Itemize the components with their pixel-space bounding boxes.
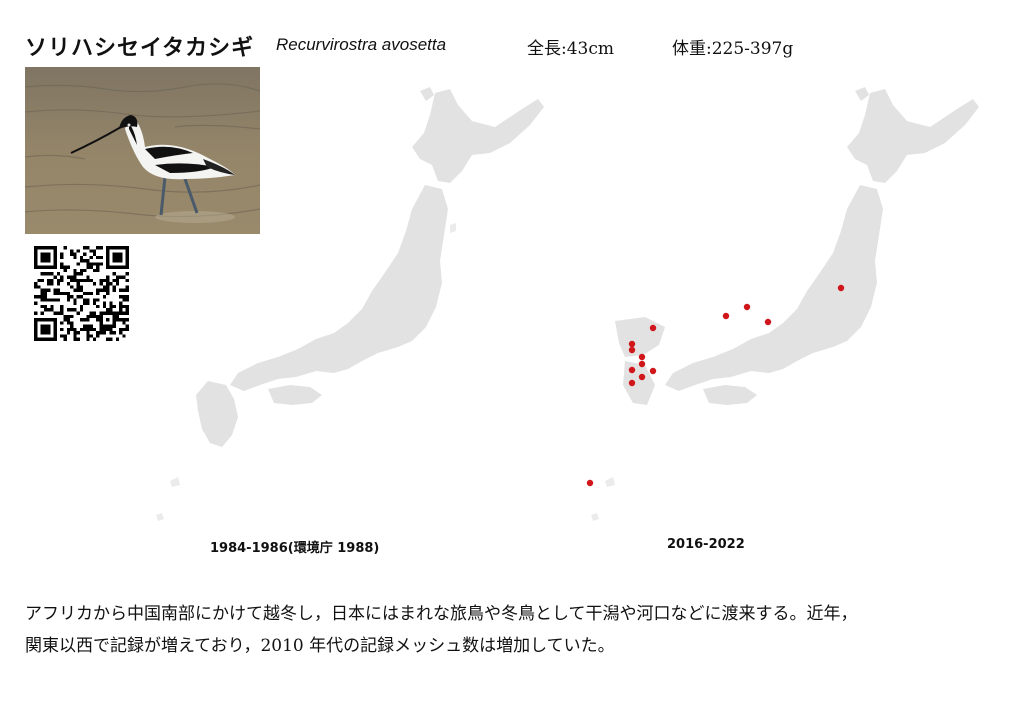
record-dot <box>743 303 751 311</box>
record-dot <box>628 340 636 348</box>
record-dot <box>649 367 657 375</box>
species-description: アフリカから中国南部にかけて越冬し，日本にはまれな旅鳥や冬鳥として干潟や河口など… <box>25 598 1015 662</box>
japan-landmass <box>156 87 544 521</box>
map-caption-1984: 1984-1986(環境庁 1988) <box>210 541 380 556</box>
distribution-map-1984 <box>150 85 570 545</box>
record-dot <box>628 366 636 374</box>
record-dot <box>722 312 730 320</box>
record-dot <box>638 353 646 361</box>
record-dot <box>638 360 646 368</box>
description-line: アフリカから中国南部にかけて越冬し，日本にはまれな旅鳥や冬鳥として干潟や河口など… <box>25 604 858 624</box>
record-dot <box>628 379 636 387</box>
japan-landmass <box>591 87 979 521</box>
map-caption-2016: 2016-2022 <box>667 537 745 552</box>
record-dot <box>586 479 594 487</box>
species-name-scientific: Recurvirostra avosetta <box>276 35 447 54</box>
record-dot <box>837 284 845 292</box>
record-dot <box>649 324 657 332</box>
bird-photo <box>25 67 260 234</box>
record-dot <box>628 346 636 354</box>
qr-code[interactable] <box>34 246 129 341</box>
description-line: 関東以西で記録が増えており，2010 年代の記録メッシュ数は増加していた。 <box>25 636 615 656</box>
body-weight: 体重:225-397g <box>672 39 794 59</box>
record-dot <box>764 318 772 326</box>
species-name-japanese: ソリハシセイタカシギ <box>25 36 255 61</box>
body-length: 全長:43cm <box>527 39 615 59</box>
record-dot <box>638 373 646 381</box>
distribution-map-2016 <box>503 85 1005 545</box>
